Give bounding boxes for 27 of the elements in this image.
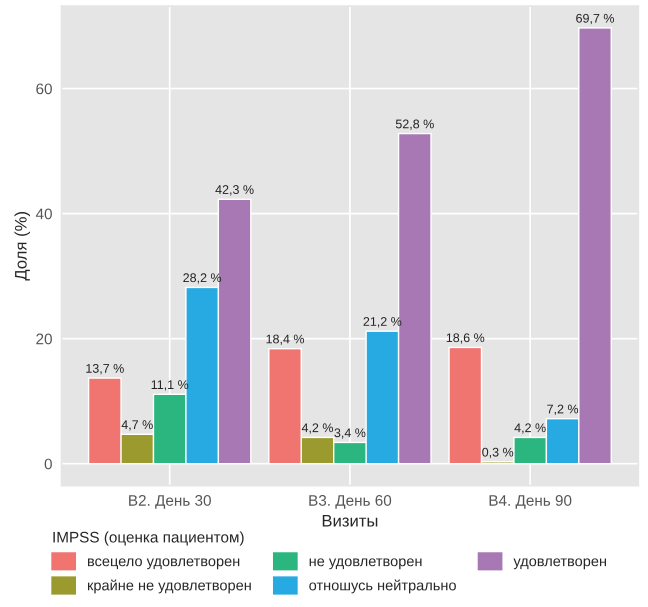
y-tick-label: 40 — [36, 208, 52, 220]
legend-label: всецело удовлетворен — [88, 558, 240, 570]
y-axis-title: Доля (%) — [14, 212, 30, 281]
data-label: 4,2 % — [514, 423, 546, 434]
legend-label: крайне не удовлетворен — [88, 579, 251, 594]
x-tick-label: В2. День 30 — [129, 495, 211, 509]
y-tick-label: 20 — [36, 334, 52, 344]
data-label: 52,8 % — [396, 120, 434, 130]
y-tick-label: 60 — [36, 83, 52, 94]
data-label: 4,2 % — [302, 423, 334, 434]
y-tick-label: 0 — [44, 458, 52, 470]
data-label: 0,3 % — [482, 448, 514, 458]
legend-label: не удовлетворен — [310, 558, 422, 570]
x-tick-label: В4. День 90 — [490, 495, 572, 509]
data-label: 18,4 % — [266, 334, 304, 345]
data-label: 4,7 % — [122, 420, 153, 431]
x-tick-label: В3. День 60 — [309, 495, 392, 509]
data-label: 7,2 % — [547, 404, 578, 415]
legend-label: отношусь нейтрально — [309, 579, 456, 594]
legend-label: удовлетворен — [513, 558, 606, 570]
legend-title: IMPSS (оценка пациентом) — [53, 531, 244, 546]
data-label: 13,7 % — [86, 364, 124, 374]
data-label: 3,4 % — [334, 428, 366, 439]
data-label: 42,3 % — [215, 185, 254, 196]
x-axis-title: Визиты — [322, 515, 378, 527]
data-label: 69,7 % — [576, 14, 614, 24]
data-label: 18,6 % — [446, 333, 484, 344]
